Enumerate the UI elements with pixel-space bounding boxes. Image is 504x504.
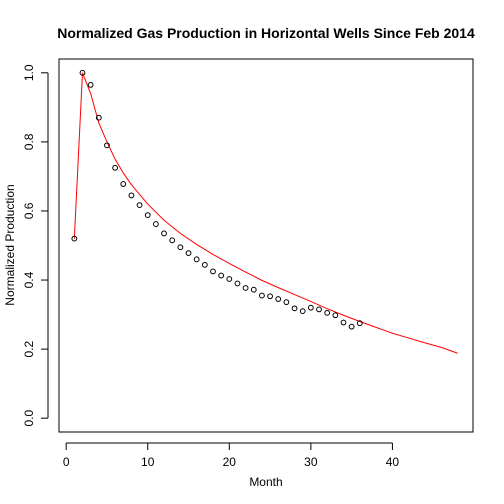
y-tick-label: 0.6	[22, 202, 36, 219]
data-point	[185, 250, 192, 256]
chart-title: Normalized Gas Production in Horizontal …	[57, 25, 475, 41]
data-point	[348, 323, 355, 330]
y-tick-label: 0.2	[22, 340, 36, 357]
data-point	[234, 280, 241, 287]
data-point	[226, 276, 233, 282]
data-point	[259, 292, 265, 299]
data-point	[250, 286, 257, 293]
data-point	[283, 299, 290, 306]
y-tick-label: 0.0	[22, 410, 36, 427]
x-axis: 0 10 20 30 40	[63, 442, 400, 469]
data-point	[169, 237, 176, 244]
fitted-curve	[73, 72, 458, 354]
data-point	[291, 305, 298, 312]
data-point	[201, 261, 208, 268]
data-point	[161, 230, 167, 237]
data-point	[112, 164, 119, 171]
data-point	[324, 309, 331, 316]
plot-frame	[58, 58, 474, 433]
x-tick-label: 10	[141, 455, 155, 469]
data-point	[307, 304, 314, 311]
x-tick-label: 30	[304, 455, 318, 469]
data-point	[95, 114, 102, 121]
data-points	[71, 69, 363, 330]
x-axis-label: Month	[249, 475, 282, 489]
data-point	[136, 202, 143, 208]
y-tick-label: 0.4	[22, 271, 36, 288]
data-point	[79, 69, 86, 76]
y-axis-label: Normalized Production	[3, 184, 17, 305]
data-point	[340, 319, 347, 326]
data-point	[210, 268, 216, 275]
data-point	[71, 235, 78, 242]
data-point	[104, 142, 110, 149]
data-point	[267, 293, 273, 300]
x-tick-label: 0	[63, 455, 70, 469]
data-point	[332, 312, 339, 319]
data-point	[275, 296, 282, 302]
data-point	[356, 320, 363, 327]
data-point	[218, 272, 225, 279]
data-point	[87, 82, 94, 88]
x-tick-label: 20	[223, 455, 237, 469]
data-point	[316, 306, 322, 313]
data-point	[152, 221, 159, 227]
y-tick-label: 0.8	[22, 133, 36, 150]
data-point	[144, 212, 151, 219]
data-point	[193, 256, 200, 263]
data-point	[120, 181, 127, 187]
y-axis: 0.0 0.2 0.4 0.6 0.8 1.0	[22, 64, 49, 427]
y-tick-label: 1.0	[22, 64, 36, 81]
fitted-curve-line	[73, 72, 458, 354]
data-point	[299, 308, 306, 315]
data-point	[128, 192, 135, 199]
data-point	[177, 244, 184, 251]
x-tick-label: 40	[386, 455, 400, 469]
data-point	[242, 285, 249, 291]
